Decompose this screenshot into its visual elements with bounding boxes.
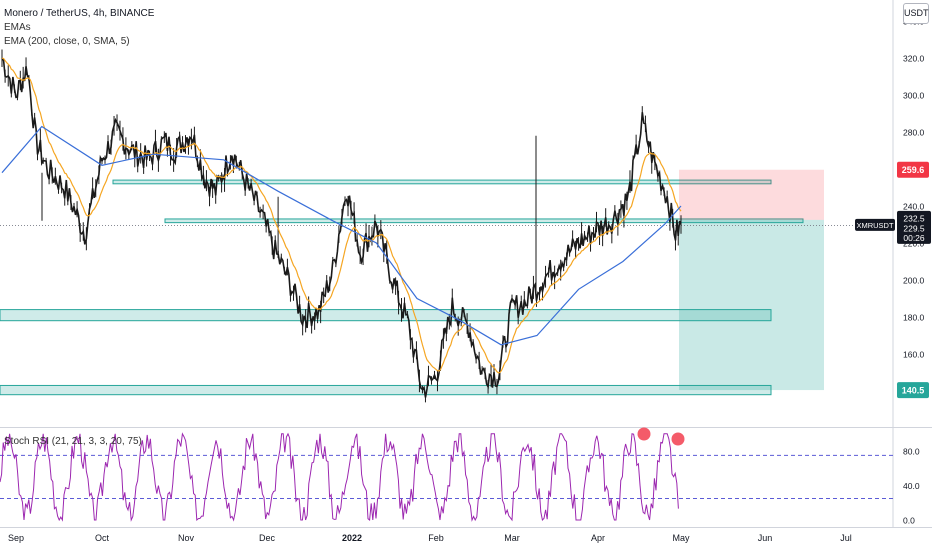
stoch-rsi-line <box>0 432 679 522</box>
zones-layer <box>0 169 893 396</box>
symbol-tag-bg <box>855 218 895 231</box>
price-tick-label: 300.0 <box>903 91 925 101</box>
currency-button[interactable]: USDT <box>903 3 929 24</box>
support-resistance-zone <box>112 179 772 185</box>
stoch-tick-label: 0.0 <box>903 516 915 526</box>
chart-title: Monero / TetherUS, 4h, BINANCE <box>4 8 155 19</box>
entry-price-label: 232.5 <box>903 213 925 223</box>
price-tick-label: 280.0 <box>903 128 925 138</box>
time-tick-label: Oct <box>95 533 110 543</box>
time-tick-label: Jun <box>758 533 773 543</box>
stoch-rsi-label[interactable]: Stoch RSI (21, 21, 3, 3, 20, 75) <box>4 436 142 447</box>
stop-price-badge: 259.6 <box>902 165 925 175</box>
series-layer <box>1 49 682 403</box>
support-resistance-zone <box>164 218 804 224</box>
stop-loss-zone <box>679 169 824 220</box>
stoch-tick-label: 40.0 <box>903 481 920 491</box>
price-tick-label: 240.0 <box>903 202 925 212</box>
time-tick-label: Nov <box>178 533 195 543</box>
stop-price-badge-bg <box>897 161 929 178</box>
stoch-overbought-marker <box>637 427 651 441</box>
stoch-layer <box>0 427 893 522</box>
indicator-emas-label[interactable]: EMAs <box>4 22 31 33</box>
time-tick-label: Sep <box>8 533 24 543</box>
last-price-badge-bg <box>897 210 931 244</box>
price-tick-label: 200.0 <box>903 276 925 286</box>
time-tick-label: 2022 <box>342 533 362 543</box>
grid <box>0 0 932 528</box>
time-tick-label: Jul <box>840 533 852 543</box>
time-tick-label: May <box>672 533 690 543</box>
price-tick-label: 320.0 <box>903 54 925 64</box>
take-profit-zone <box>679 219 824 391</box>
last-price-label: 229.5 <box>903 223 925 233</box>
target-price-badge: 140.5 <box>902 386 925 396</box>
symbol-tag: XMRUSDT <box>856 221 894 230</box>
ema-fast-line <box>1 57 682 374</box>
support-resistance-zone <box>0 309 772 322</box>
price-tick-label: 160.0 <box>903 350 925 360</box>
target-price-badge-bg <box>897 382 929 399</box>
countdown-label: 00:26 <box>903 233 925 243</box>
time-tick-label: Dec <box>259 533 276 543</box>
stoch-tick-label: 80.0 <box>903 447 920 457</box>
ema-200-line <box>1 125 682 346</box>
price-tick-label: 180.0 <box>903 313 925 323</box>
price-series <box>1 57 682 398</box>
stoch-overbought-marker <box>671 432 685 446</box>
time-tick-label: Feb <box>428 533 444 543</box>
support-resistance-zone <box>0 384 772 396</box>
time-tick-label: Mar <box>504 533 520 543</box>
time-tick-label: Apr <box>591 533 605 543</box>
indicator-ema-label[interactable]: EMA (200, close, 0, SMA, 5) <box>4 36 130 47</box>
